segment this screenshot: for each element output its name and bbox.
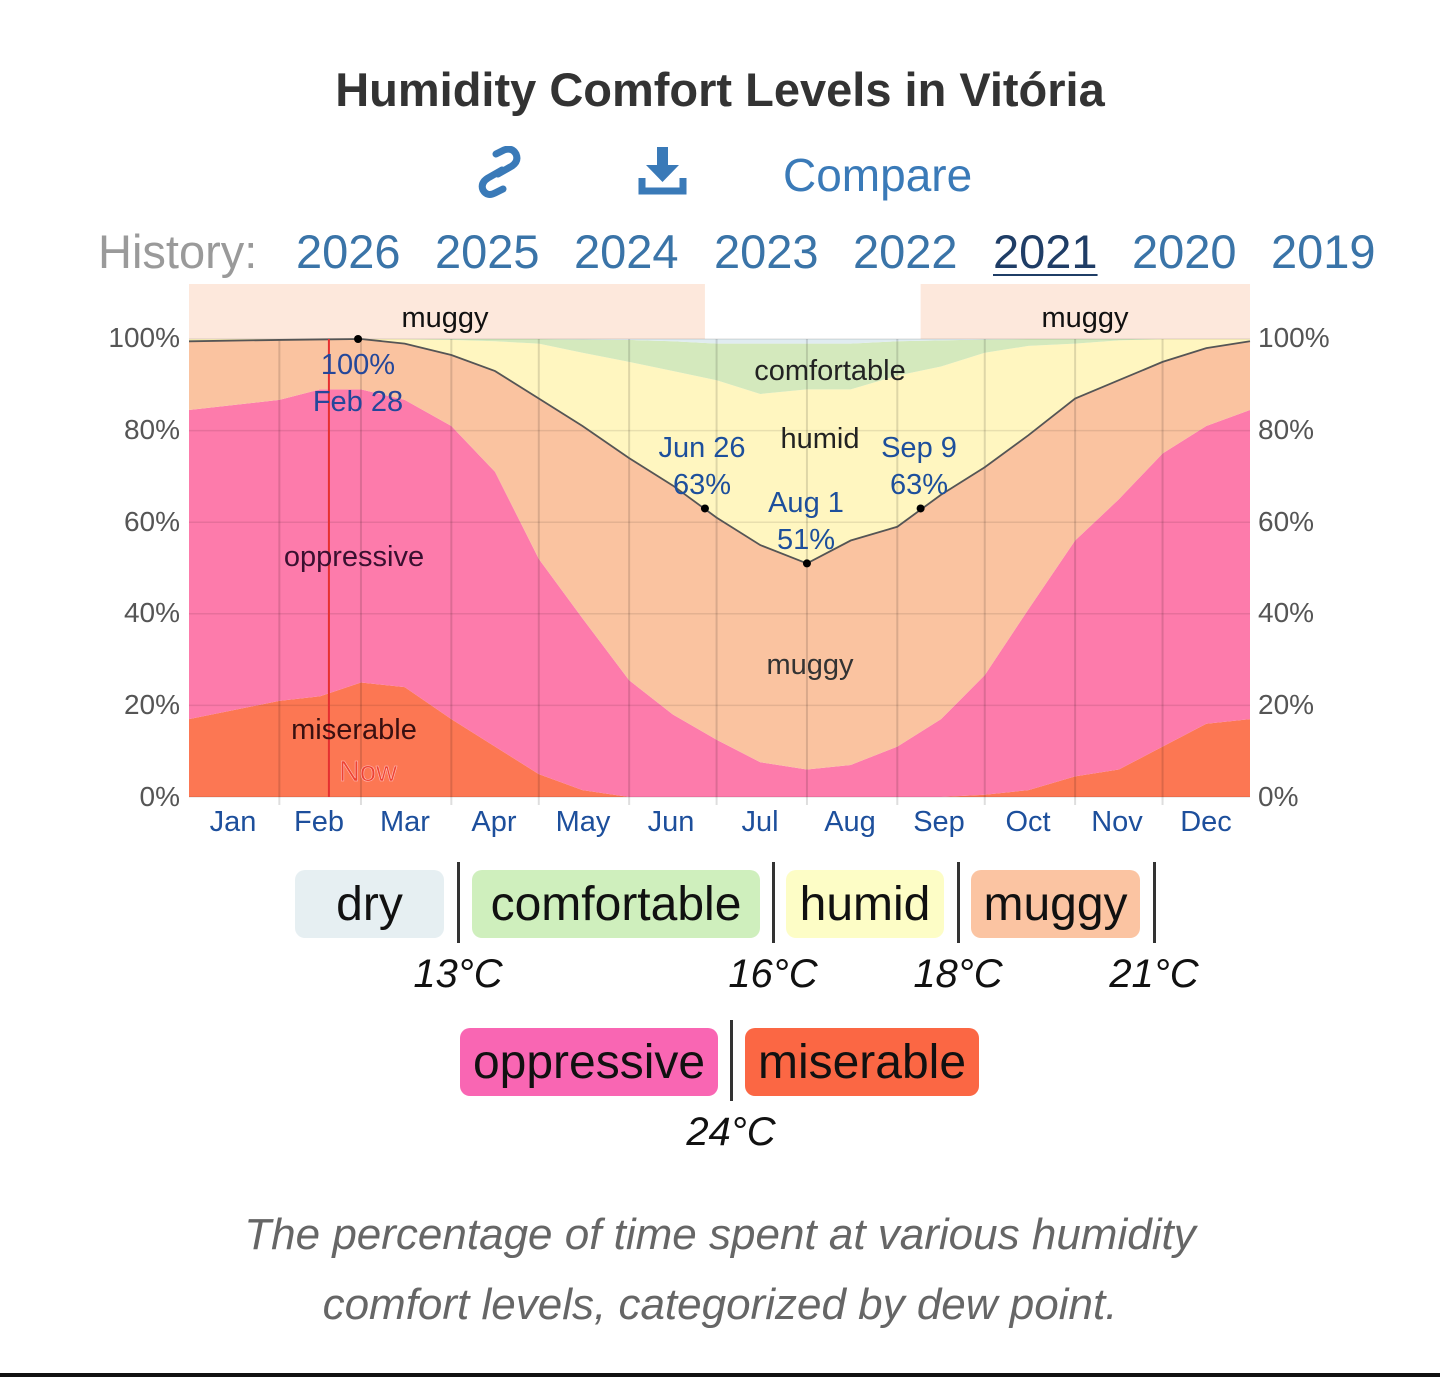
top-band-muggy xyxy=(920,284,1250,339)
history-year-2021-selected[interactable]: 2021 xyxy=(993,225,1098,278)
annotation-point xyxy=(916,504,925,513)
month-label-sep: Sep xyxy=(913,806,965,838)
threshold-13c: 13°C xyxy=(413,952,503,996)
annotation-max-value: 100% xyxy=(321,349,395,381)
area-humid xyxy=(189,339,1250,564)
humidity-comfort-chart: muggy muggy comfortable humid muggy oppr… xyxy=(188,284,1251,805)
month-label-nov: Nov xyxy=(1091,806,1143,838)
annotation-max-date: Feb 28 xyxy=(313,386,403,418)
area-miserable xyxy=(189,682,1250,797)
band-label-muggy: muggy xyxy=(766,649,854,681)
annotation-min-value: 51% xyxy=(777,524,835,556)
month-label-apr: Apr xyxy=(471,806,517,838)
legend-comfortable: comfortable xyxy=(472,870,760,938)
annotation-jun26-date: Jun 26 xyxy=(658,432,745,464)
y-tick-label-left: 20% xyxy=(123,689,180,720)
history-year-2025[interactable]: 2025 xyxy=(435,225,540,278)
y-tick-label-right: 60% xyxy=(1258,506,1315,537)
download-icon[interactable] xyxy=(638,145,688,197)
history-year-2026[interactable]: 2026 xyxy=(296,225,401,278)
y-tick-label-right: 0% xyxy=(1258,781,1299,812)
band-label-comfortable: comfortable xyxy=(754,355,906,387)
legend-oppressive: oppressive xyxy=(460,1028,718,1096)
history-year-2022[interactable]: 2022 xyxy=(853,225,958,278)
compare-link[interactable]: Compare xyxy=(783,149,973,201)
threshold-24c: 24°C xyxy=(686,1110,776,1154)
month-label-jun: Jun xyxy=(647,806,695,838)
annotation-jun26-value: 63% xyxy=(673,469,731,501)
month-label-mar: Mar xyxy=(380,806,430,838)
top-band-label-muggy: muggy xyxy=(1041,302,1129,334)
now-label: Now xyxy=(339,756,398,788)
annotation-point xyxy=(700,504,709,513)
threshold-16c: 16°C xyxy=(728,952,818,996)
y-tick-label-left: 100% xyxy=(108,322,180,353)
band-label-miserable: miserable xyxy=(291,714,417,746)
y-tick-label-right: 40% xyxy=(1258,597,1315,628)
history-year-2019[interactable]: 2019 xyxy=(1271,225,1376,278)
band-label-humid: humid xyxy=(781,423,860,455)
history-year-2020[interactable]: 2020 xyxy=(1132,225,1237,278)
area-comfortable xyxy=(189,339,1250,394)
band-label-oppressive: oppressive xyxy=(284,541,424,573)
top-band-muggy xyxy=(189,284,705,339)
y-tick-label-left: 60% xyxy=(123,506,180,537)
threshold-21c: 21°C xyxy=(1109,952,1199,996)
muggy-boundary-line xyxy=(188,338,1251,565)
page-title: Humidity Comfort Levels in Vitória xyxy=(335,63,1105,116)
legend-separator xyxy=(457,862,460,943)
history-year-2023[interactable]: 2023 xyxy=(714,225,819,278)
annotation-sep9-date: Sep 9 xyxy=(881,432,957,464)
month-label-jul: Jul xyxy=(741,806,779,838)
history-year-2024[interactable]: 2024 xyxy=(574,225,679,278)
link-icon[interactable] xyxy=(474,145,524,198)
area-dry xyxy=(189,339,1250,344)
legend-dry: dry xyxy=(295,870,444,938)
y-tick-label-left: 40% xyxy=(123,597,180,628)
area-oppressive xyxy=(189,389,1250,797)
legend-miserable: miserable xyxy=(745,1028,979,1096)
month-label-jan: Jan xyxy=(209,806,257,838)
threshold-18c: 18°C xyxy=(913,952,1003,996)
area-muggy xyxy=(189,339,1250,770)
annotation-point xyxy=(354,335,363,343)
annotation-point xyxy=(802,559,811,568)
legend-separator xyxy=(957,862,960,943)
chart-caption: The percentage of time spent at various … xyxy=(0,1200,1440,1340)
legend-humid: humid xyxy=(786,870,944,938)
legend-separator xyxy=(1153,862,1156,943)
y-tick-label-left: 80% xyxy=(123,414,180,445)
caption-line-1: The percentage of time spent at various … xyxy=(244,1210,1196,1259)
legend-separator xyxy=(730,1020,733,1101)
y-tick-label-right: 100% xyxy=(1258,322,1330,353)
bottom-divider xyxy=(0,1373,1440,1377)
month-label-dec: Dec xyxy=(1180,806,1232,838)
month-label-oct: Oct xyxy=(1005,806,1051,838)
month-label-may: May xyxy=(555,806,611,838)
legend-separator xyxy=(772,862,775,943)
month-label-feb: Feb xyxy=(294,806,344,838)
y-tick-label-left: 0% xyxy=(139,781,180,812)
y-tick-label-right: 20% xyxy=(1258,689,1315,720)
history-label: History: xyxy=(98,225,258,278)
caption-line-2: comfort levels, categorized by dew point… xyxy=(322,1280,1118,1329)
annotation-min-date: Aug 1 xyxy=(768,487,844,519)
y-tick-label-right: 80% xyxy=(1258,414,1315,445)
annotation-sep9-value: 63% xyxy=(890,469,948,501)
month-label-aug: Aug xyxy=(824,806,876,838)
top-band-label-muggy: muggy xyxy=(401,302,489,334)
legend-muggy: muggy xyxy=(971,870,1140,938)
